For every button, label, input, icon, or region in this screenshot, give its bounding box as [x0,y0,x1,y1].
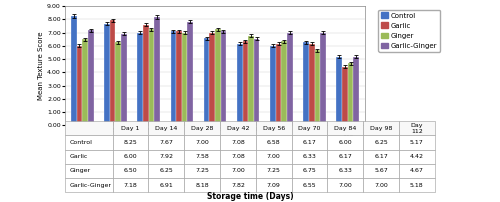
Bar [270,46,276,125]
Bar [254,39,260,125]
Bar [88,30,94,125]
Bar [71,16,76,125]
Bar [176,32,182,125]
Bar [336,57,342,125]
Bar [82,39,88,125]
Bar [354,57,359,125]
Bar [170,32,176,125]
Bar [76,46,82,125]
Bar [237,44,242,125]
Bar [104,24,110,125]
Bar [121,34,126,125]
Bar [220,31,226,125]
Text: Storage time (Days): Storage time (Days) [206,192,293,201]
Bar [138,33,143,125]
Bar [348,63,354,125]
Bar [116,42,121,125]
Bar [154,17,160,125]
Bar [182,33,188,125]
Bar [282,41,287,125]
Bar [242,41,248,125]
Bar [320,33,326,125]
Bar [204,38,210,125]
Bar [210,33,215,125]
Bar [314,50,320,125]
Bar [304,42,309,125]
Bar [215,29,220,125]
Bar [248,36,254,125]
Bar [110,20,116,125]
Bar [188,22,193,125]
Bar [287,33,292,125]
Bar [309,44,314,125]
Legend: Control, Garlic, Ginger, Garlic-Ginger: Control, Garlic, Ginger, Garlic-Ginger [378,9,440,52]
Bar [148,29,154,125]
Bar [342,67,347,125]
Y-axis label: Mean Texture Score: Mean Texture Score [38,31,44,100]
Bar [143,25,148,125]
Bar [276,44,281,125]
